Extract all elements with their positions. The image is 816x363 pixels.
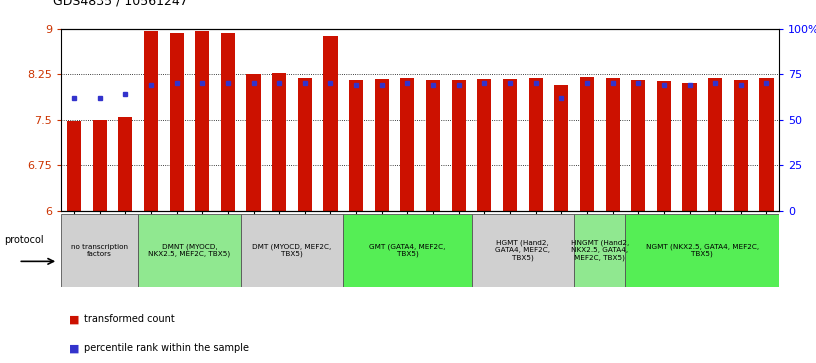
Bar: [61, 214, 138, 287]
Bar: [221, 33, 235, 211]
Bar: [451, 80, 466, 211]
Bar: [241, 214, 344, 287]
Bar: [170, 33, 184, 211]
Bar: [472, 214, 574, 287]
Bar: [375, 79, 388, 211]
Text: transformed count: transformed count: [84, 314, 175, 325]
Bar: [349, 80, 363, 211]
Bar: [195, 32, 209, 211]
Bar: [734, 80, 747, 211]
Bar: [144, 31, 158, 211]
Text: NGMT (NKX2.5, GATA4, MEF2C,
TBX5): NGMT (NKX2.5, GATA4, MEF2C, TBX5): [645, 244, 759, 257]
Bar: [625, 214, 779, 287]
Bar: [708, 78, 722, 211]
Text: DMT (MYOCD, MEF2C,
TBX5): DMT (MYOCD, MEF2C, TBX5): [252, 244, 331, 257]
Bar: [682, 83, 697, 211]
Text: protocol: protocol: [4, 234, 44, 245]
Bar: [298, 78, 312, 211]
Bar: [503, 79, 517, 211]
Bar: [426, 80, 440, 211]
Text: GDS4835 / 10561247: GDS4835 / 10561247: [53, 0, 188, 7]
Bar: [477, 79, 491, 211]
Text: ■: ■: [69, 314, 83, 325]
Bar: [401, 78, 415, 211]
Bar: [246, 74, 260, 211]
Bar: [118, 117, 132, 211]
Bar: [529, 78, 543, 211]
Bar: [138, 214, 241, 287]
Bar: [323, 36, 338, 211]
Text: percentile rank within the sample: percentile rank within the sample: [84, 343, 249, 354]
Bar: [67, 121, 81, 211]
Bar: [92, 120, 107, 211]
Bar: [554, 85, 568, 211]
Bar: [272, 73, 286, 211]
Bar: [574, 214, 625, 287]
Text: GMT (GATA4, MEF2C,
TBX5): GMT (GATA4, MEF2C, TBX5): [369, 244, 446, 257]
Text: HGMT (Hand2,
GATA4, MEF2C,
TBX5): HGMT (Hand2, GATA4, MEF2C, TBX5): [495, 240, 550, 261]
Text: no transcription
factors: no transcription factors: [71, 244, 128, 257]
Bar: [657, 81, 671, 211]
Bar: [760, 78, 774, 211]
Bar: [344, 214, 472, 287]
Bar: [605, 78, 619, 211]
Text: ■: ■: [69, 343, 83, 354]
Bar: [580, 77, 594, 211]
Text: HNGMT (Hand2,
NKX2.5, GATA4,
MEF2C, TBX5): HNGMT (Hand2, NKX2.5, GATA4, MEF2C, TBX5…: [570, 240, 629, 261]
Bar: [631, 80, 645, 211]
Text: DMNT (MYOCD,
NKX2.5, MEF2C, TBX5): DMNT (MYOCD, NKX2.5, MEF2C, TBX5): [149, 244, 230, 257]
